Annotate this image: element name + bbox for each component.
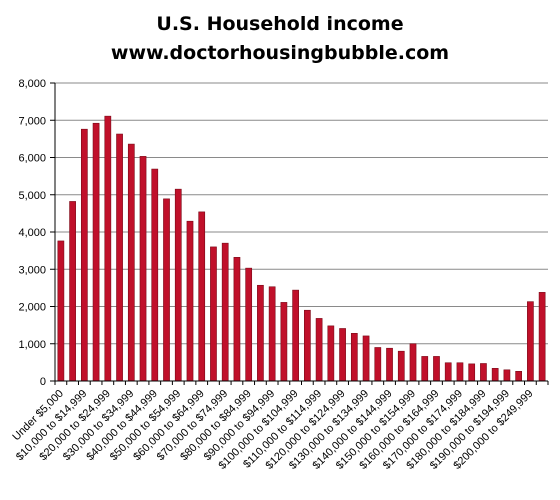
- axes: [50, 83, 548, 385]
- bar: [257, 285, 263, 381]
- bar: [539, 292, 545, 381]
- bar: [105, 116, 111, 381]
- bar: [375, 347, 381, 381]
- y-tick-label: 1,000: [18, 339, 46, 351]
- bar: [351, 333, 357, 381]
- y-axis-ticks: 0 1,000 2,000 3,000 4,000 5,000 6,000 7,000 8,00…: [18, 78, 46, 388]
- bar: [504, 370, 510, 381]
- bar: [175, 189, 181, 381]
- y-tick-label: 0: [40, 376, 46, 388]
- y-tick-label: 3,000: [18, 264, 46, 276]
- bar: [210, 247, 216, 381]
- x-axis-ticks: Under $5,000$10,000 to $14,999$20,000 to…: [10, 388, 535, 472]
- bar: [410, 344, 416, 381]
- bar: [246, 268, 252, 381]
- y-tick-label: 6,000: [18, 153, 46, 165]
- bar: [281, 302, 287, 381]
- bar: [304, 310, 310, 381]
- bar: [316, 318, 322, 381]
- bar: [480, 363, 486, 381]
- chart-title: U.S. Household income: [156, 13, 403, 35]
- bar: [328, 326, 334, 381]
- bar: [58, 241, 64, 381]
- bar: [457, 363, 463, 381]
- y-tick-label: 5,000: [18, 190, 46, 202]
- bar: [363, 336, 369, 381]
- bar: [140, 156, 146, 381]
- bar: [433, 356, 439, 381]
- bar: [70, 201, 76, 381]
- y-tick-label: 4,000: [18, 227, 46, 239]
- bar: [516, 371, 522, 381]
- bar: [187, 221, 193, 381]
- bar: [199, 212, 205, 381]
- bar: [445, 363, 451, 381]
- bar: [386, 348, 392, 381]
- y-tick-label: 7,000: [18, 115, 46, 127]
- bar: [222, 243, 228, 381]
- bar: [469, 364, 475, 381]
- bar: [269, 287, 275, 381]
- bar: [152, 169, 158, 381]
- bar: [128, 144, 134, 381]
- bar: [492, 368, 498, 381]
- y-tick-label: 8,000: [18, 78, 46, 90]
- bar: [340, 328, 346, 381]
- bar: [293, 290, 299, 381]
- bars: [58, 116, 545, 381]
- bar: [93, 123, 99, 381]
- y-tick-label: 2,000: [18, 302, 46, 314]
- bar: [117, 134, 123, 381]
- bar: [527, 302, 533, 381]
- chart-subtitle: www.doctorhousingbubble.com: [111, 42, 449, 64]
- bar: [163, 199, 169, 381]
- bar: [398, 351, 404, 381]
- bar: [81, 129, 87, 381]
- bar: [422, 356, 428, 381]
- bar: [234, 257, 240, 381]
